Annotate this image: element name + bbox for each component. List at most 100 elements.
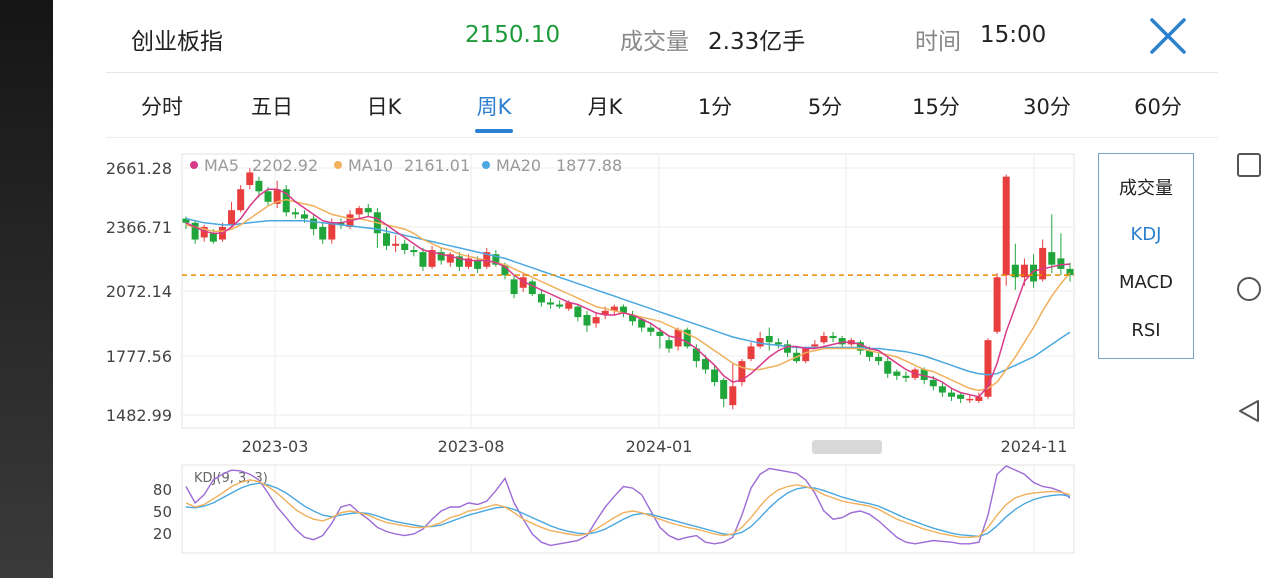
tab-60min[interactable]: 60分 <box>1134 95 1182 119</box>
ma-lines-layer <box>185 188 1071 398</box>
candle-body <box>966 398 974 401</box>
tab-30min[interactable]: 30分 <box>1023 95 1071 119</box>
candle-body <box>929 379 937 387</box>
kdj-k-line <box>185 479 1071 538</box>
candle-body <box>975 396 983 401</box>
candle-body <box>465 258 473 267</box>
ma5-line <box>185 188 1071 398</box>
close-icon[interactable] <box>1148 16 1188 56</box>
candle-body <box>647 327 655 332</box>
candle-body <box>319 226 327 240</box>
tab-15min[interactable]: 15分 <box>912 95 960 119</box>
candle-body <box>701 359 709 370</box>
ma20-legend-name: MA20 <box>496 156 541 175</box>
kdj-panel-frame <box>181 464 1075 554</box>
circle-icon[interactable] <box>1236 276 1262 302</box>
ma5-legend-value: 2202.92 <box>252 156 318 175</box>
ma10-legend-name: MA10 <box>348 156 393 175</box>
x-tick-label: 2024-11 <box>1001 437 1068 456</box>
candle-body <box>483 252 491 267</box>
tab-intraday[interactable]: 分时 <box>141 95 183 119</box>
time-value: 15:00 <box>980 22 1047 48</box>
candle-body <box>382 233 390 246</box>
y-tick-label: 2661.28 <box>106 159 172 178</box>
candle-body <box>729 386 737 406</box>
candle-body <box>738 361 746 383</box>
time-label: 时间 <box>915 29 961 55</box>
volume-value: 2.33亿手 <box>708 29 806 55</box>
candle-body <box>993 277 1001 332</box>
candle-body <box>629 315 637 322</box>
candle-body <box>291 212 299 215</box>
kdj-y-tick-label: 20 <box>153 525 172 543</box>
candle-body <box>282 189 290 213</box>
quote-header: 创业板指 2150.10 成交量 2.33亿手 时间 15:00 <box>106 0 1218 73</box>
tab-five-day[interactable]: 五日 <box>251 95 293 119</box>
tab-monthly-k[interactable]: 月K <box>587 95 623 119</box>
candle-body <box>583 315 591 326</box>
candle-body <box>920 369 928 380</box>
candle-body <box>884 361 892 374</box>
y-tick-label: 1482.99 <box>106 406 172 425</box>
candle-body <box>692 348 700 362</box>
ma5-legend-dot <box>190 161 198 169</box>
indicator-kdj[interactable]: KDJ <box>1130 224 1162 245</box>
candle-body <box>811 344 819 347</box>
candle-body <box>191 222 199 240</box>
candle-body <box>856 342 864 351</box>
tab-daily-k[interactable]: 日K <box>366 95 402 119</box>
indicator-volume[interactable]: 成交量 <box>1119 178 1173 199</box>
candle-body <box>428 250 436 267</box>
candle-body <box>665 340 673 349</box>
candle-body <box>838 338 846 345</box>
candle-body <box>866 350 874 357</box>
candle-body <box>510 279 518 295</box>
candle-body <box>902 375 910 378</box>
candle-body <box>711 369 719 383</box>
candle-body <box>455 256 463 267</box>
candle-body <box>528 281 536 295</box>
candle-body <box>392 243 400 246</box>
candle-body <box>984 340 992 397</box>
candle-body <box>948 392 956 397</box>
candle-body <box>1048 252 1056 265</box>
candle-body <box>355 208 363 215</box>
candle-body <box>893 371 901 376</box>
volume-label: 成交量 <box>620 29 689 55</box>
tab-weekly-k[interactable]: 周K <box>476 95 512 119</box>
y-tick-label: 2366.71 <box>106 218 172 237</box>
kdj-grid <box>274 465 1035 553</box>
kdj-lines-layer <box>185 465 1071 547</box>
candle-body <box>246 172 254 186</box>
candle-body <box>565 302 573 309</box>
ma20-legend-dot <box>482 161 490 169</box>
candle-body <box>765 335 773 343</box>
candle-body <box>200 226 208 238</box>
indicator-rsi[interactable]: RSI <box>1131 320 1161 341</box>
candle-body <box>1020 264 1028 278</box>
ma20-line <box>185 217 1071 376</box>
candle-body <box>829 335 837 339</box>
current-price: 2150.10 <box>465 22 561 48</box>
candle-body <box>720 379 728 399</box>
candle-body <box>1039 247 1047 280</box>
candle-body <box>638 319 646 328</box>
indicator-macd[interactable]: MACD <box>1119 272 1173 293</box>
candle-body <box>492 254 500 265</box>
active-tab-indicator <box>475 129 513 133</box>
candle-body <box>938 386 946 393</box>
tab-1min[interactable]: 1分 <box>697 95 733 119</box>
candle-body <box>410 250 418 253</box>
candle-body <box>875 356 883 362</box>
back-triangle-icon[interactable] <box>1236 398 1262 424</box>
candle-body <box>501 264 509 276</box>
square-icon[interactable] <box>1236 152 1262 178</box>
candle-body <box>1002 176 1010 276</box>
ma10-line <box>185 198 1071 392</box>
x-tick-label: 2024-01 <box>626 437 693 456</box>
tab-5min[interactable]: 5分 <box>807 95 843 119</box>
candle-body <box>610 306 618 311</box>
x-tick-label: 2023-03 <box>242 437 309 456</box>
candle-body <box>601 310 609 316</box>
